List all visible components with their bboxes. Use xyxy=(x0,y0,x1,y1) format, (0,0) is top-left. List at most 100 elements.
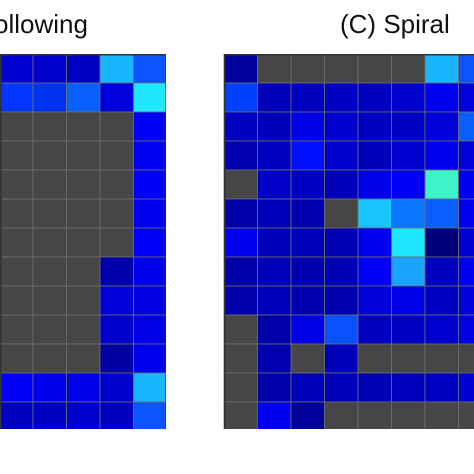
grid-cell xyxy=(424,169,459,200)
grid-cell xyxy=(32,111,67,142)
grid-cell xyxy=(458,314,474,345)
grid-cell xyxy=(0,372,34,403)
grid-cell xyxy=(223,343,258,374)
grid-cell xyxy=(257,256,292,287)
panel-right-title: (C) Spiral xyxy=(340,9,450,39)
grid-cell xyxy=(290,111,325,142)
grid-cell xyxy=(0,401,34,429)
grid-cell xyxy=(133,227,166,258)
grid-cell xyxy=(391,256,426,287)
grid-cell xyxy=(424,372,459,403)
grid-cell xyxy=(357,54,392,84)
grid-cell xyxy=(357,111,392,142)
grid-cell xyxy=(66,169,101,200)
grid-cell xyxy=(66,227,101,258)
grid-cell xyxy=(0,198,34,229)
grid-cell xyxy=(0,140,34,171)
grid-cell xyxy=(391,111,426,142)
grid-cell xyxy=(324,54,359,84)
grid-cell xyxy=(0,169,34,200)
grid-cell xyxy=(32,343,67,374)
grid-cell xyxy=(257,54,292,84)
grid-cell xyxy=(32,401,67,429)
grid-cell xyxy=(99,82,134,113)
grid-cell xyxy=(424,140,459,171)
grid-cell xyxy=(391,54,426,84)
grid-cell xyxy=(290,227,325,258)
grid-cell xyxy=(66,343,101,374)
grid-cell xyxy=(223,111,258,142)
grid-cell xyxy=(99,140,134,171)
grid-cell xyxy=(290,198,325,229)
grid-cell xyxy=(458,285,474,316)
grid-cell xyxy=(223,82,258,113)
grid-cell xyxy=(391,285,426,316)
grid-cell xyxy=(391,198,426,229)
grid-cell xyxy=(458,256,474,287)
grid-cell xyxy=(223,227,258,258)
grid-cell xyxy=(99,54,134,84)
grid-cell xyxy=(290,256,325,287)
grid-cell xyxy=(0,256,34,287)
grid-cell xyxy=(32,285,67,316)
grid-cell xyxy=(133,285,166,316)
grid-cell xyxy=(133,256,166,287)
grid-cell xyxy=(324,82,359,113)
grid-cell xyxy=(391,82,426,113)
grid-cell xyxy=(99,227,134,258)
grid-cell xyxy=(133,54,166,84)
grid-cell xyxy=(66,372,101,403)
grid-cell xyxy=(66,198,101,229)
grid-cell xyxy=(357,82,392,113)
grid-cell xyxy=(458,198,474,229)
grid-cell xyxy=(99,343,134,374)
grid-cell xyxy=(324,285,359,316)
grid-cell xyxy=(458,227,474,258)
grid-right xyxy=(223,54,474,429)
grid-cell xyxy=(0,54,34,84)
grid-cell xyxy=(133,198,166,229)
grid-cell xyxy=(458,82,474,113)
grid-cell xyxy=(290,140,325,171)
grid-cell xyxy=(99,256,134,287)
grid-cell xyxy=(324,401,359,429)
grid-cell xyxy=(133,111,166,142)
grid-cell xyxy=(424,401,459,429)
grid-cell xyxy=(458,343,474,374)
grid-cell xyxy=(223,256,258,287)
grid-cell xyxy=(0,285,34,316)
grid-cell xyxy=(324,169,359,200)
grid-cell xyxy=(424,314,459,345)
grid-cell xyxy=(357,169,392,200)
grid-cell xyxy=(257,401,292,429)
grid-cell xyxy=(391,227,426,258)
grid-cell xyxy=(66,285,101,316)
grid-cell xyxy=(324,140,359,171)
grid-cell xyxy=(223,140,258,171)
grid-cell xyxy=(133,82,166,113)
grid-cell xyxy=(324,372,359,403)
grid-cell xyxy=(223,54,258,84)
grid-cell xyxy=(424,256,459,287)
grid-cell xyxy=(391,372,426,403)
panel-left-title: ollowing xyxy=(0,9,88,39)
grid-cell xyxy=(391,169,426,200)
grid-cell xyxy=(223,372,258,403)
grid-cell xyxy=(391,140,426,171)
grid-cell xyxy=(257,372,292,403)
grid-cell xyxy=(223,285,258,316)
grid-cell xyxy=(257,285,292,316)
grid-cell xyxy=(0,227,34,258)
grid-cell xyxy=(223,314,258,345)
grid-cell xyxy=(324,314,359,345)
grid-cell xyxy=(133,401,166,429)
grid-cell xyxy=(290,314,325,345)
grid-cell xyxy=(223,401,258,429)
grid-cell xyxy=(458,111,474,142)
grid-cell xyxy=(357,314,392,345)
grid-cell xyxy=(424,82,459,113)
grid-cell xyxy=(99,401,134,429)
grid-cell xyxy=(357,227,392,258)
grid-cell xyxy=(424,198,459,229)
grid-cell xyxy=(66,54,101,84)
